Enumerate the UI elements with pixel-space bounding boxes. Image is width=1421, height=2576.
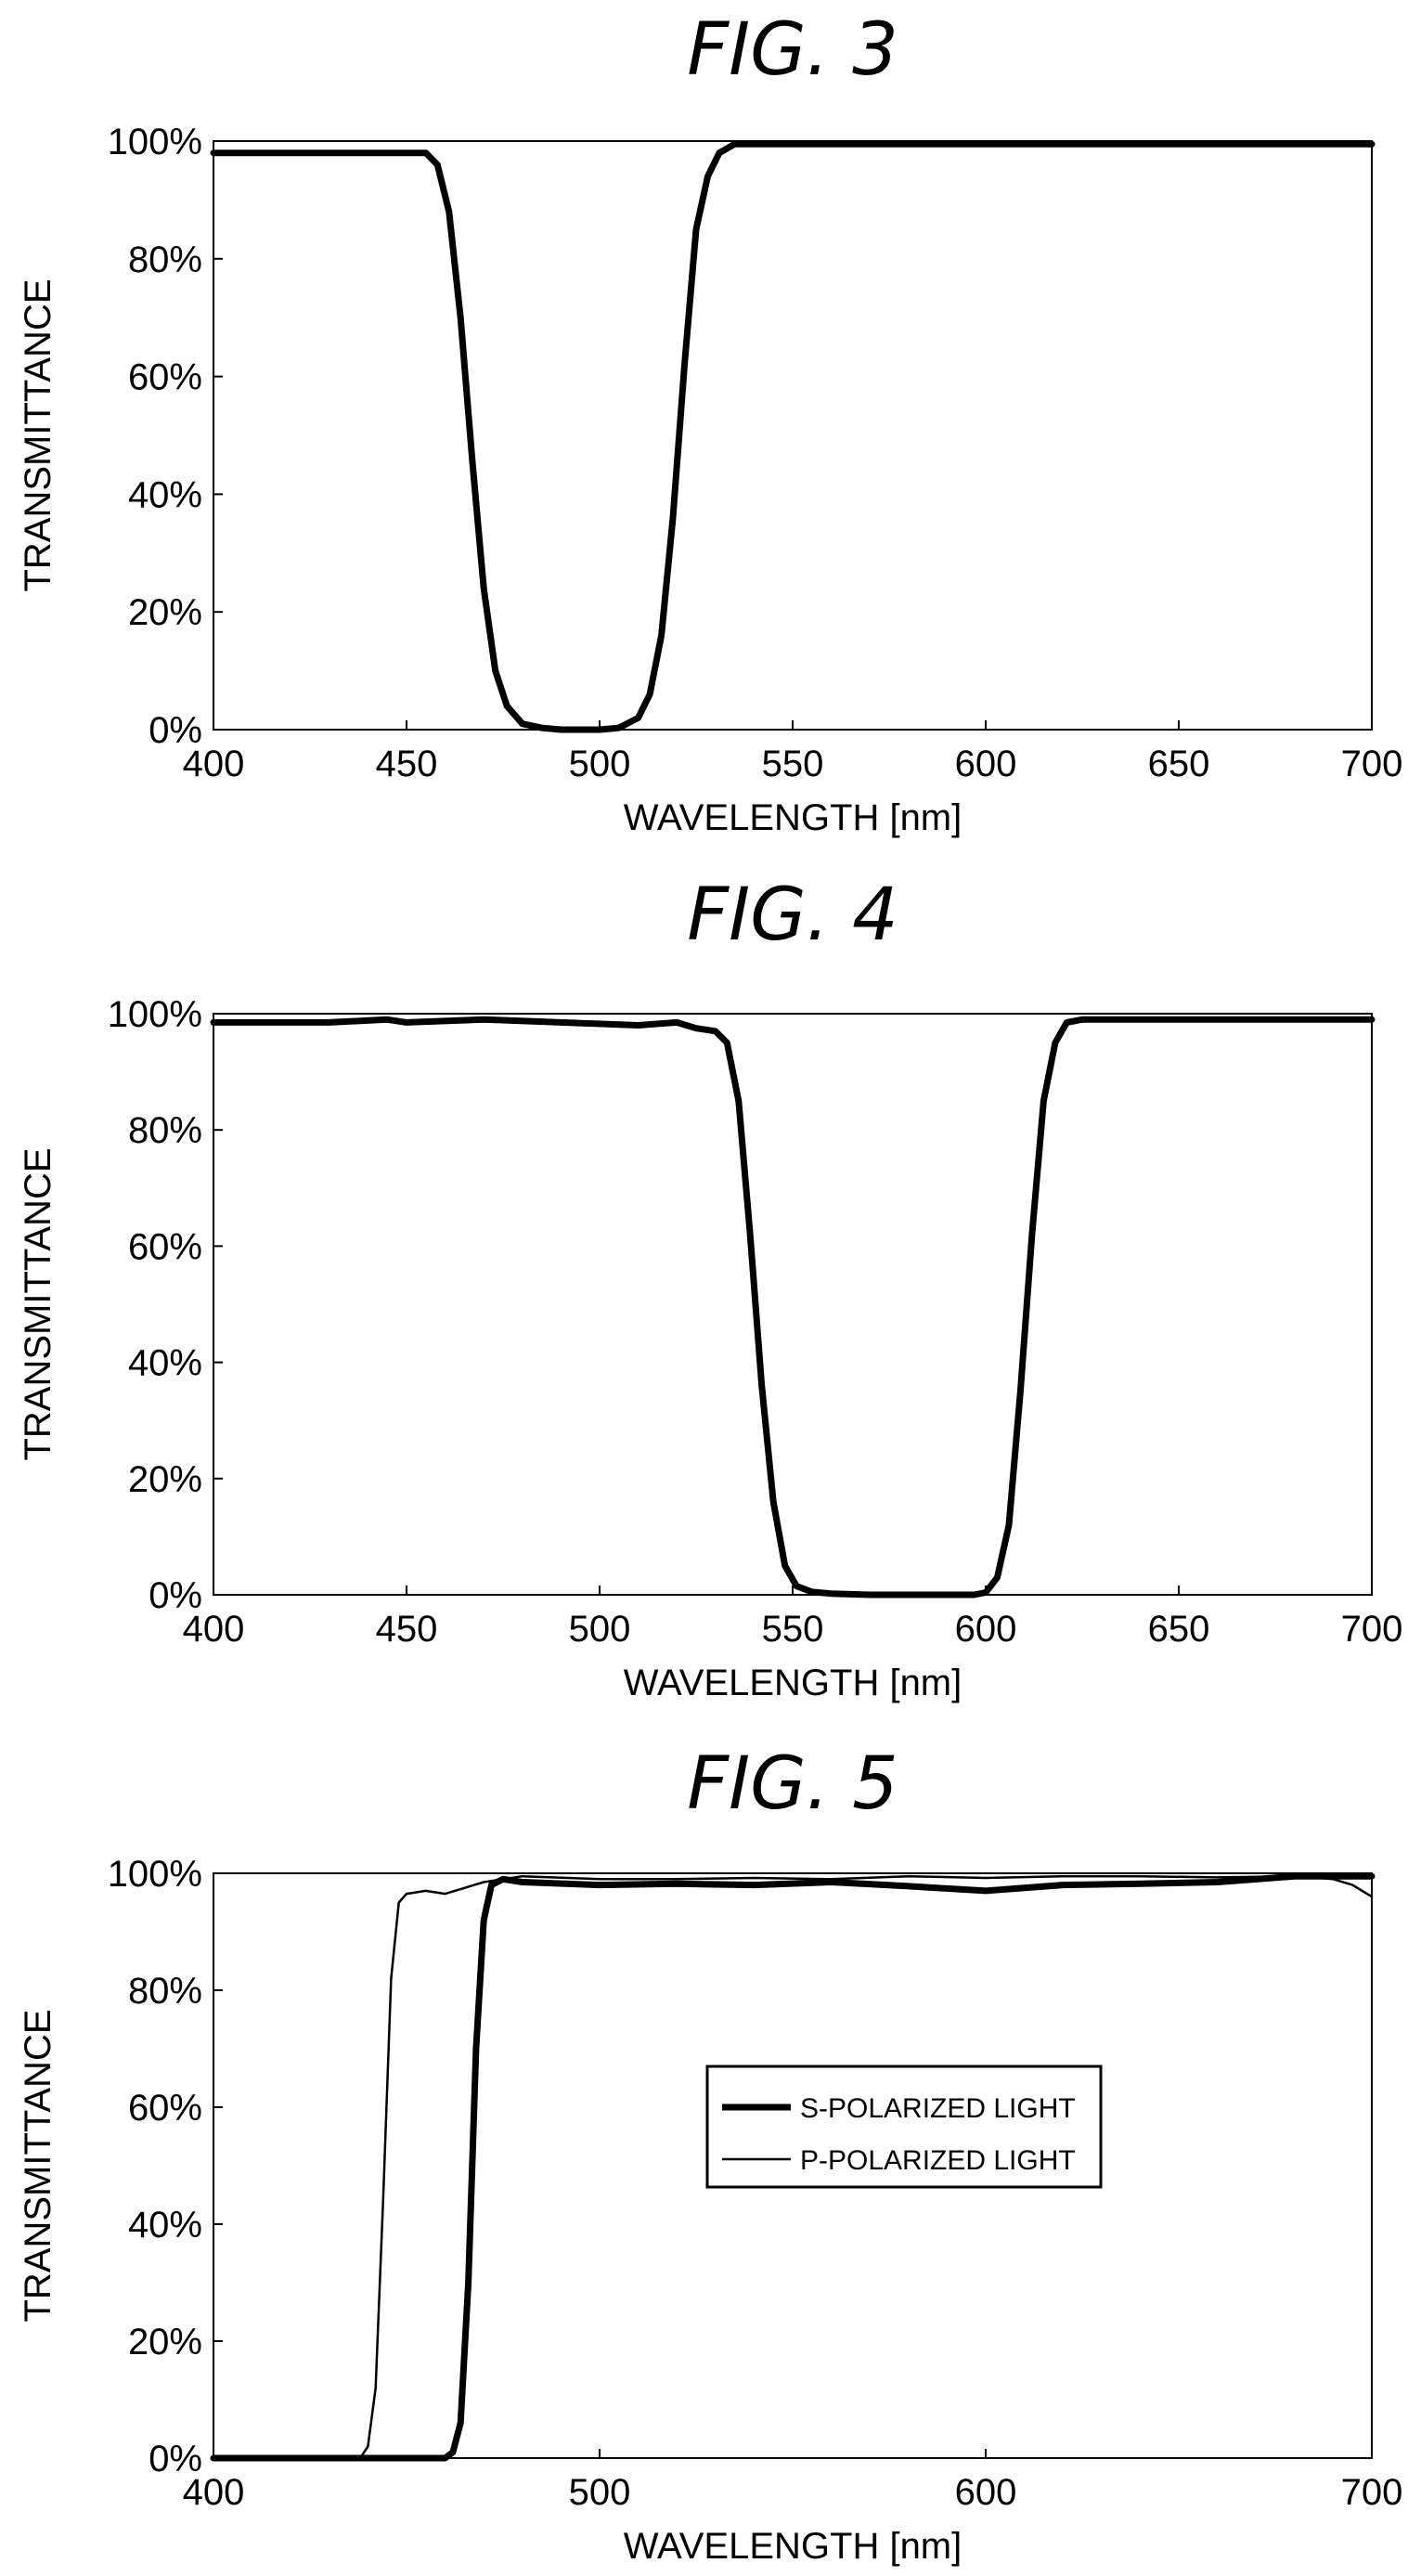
y-tick-label: 0% [149,1575,202,1616]
x-axis-label: WAVELENGTH [nm] [624,797,962,838]
x-tick-label: 500 [569,744,631,784]
y-tick-label: 100% [108,122,202,162]
y-axis-label: TRANSMITTANCE [18,1147,58,1460]
x-axis-label: WAVELENGTH [nm] [624,2526,962,2567]
y-axis-label: TRANSMITTANCE [18,2009,58,2322]
y-tick-label: 0% [149,2439,202,2479]
y-tick-label: 40% [128,1343,202,1384]
y-tick-label: 20% [128,592,202,633]
x-tick-label: 550 [762,744,824,784]
x-tick-label: 450 [376,1609,438,1650]
series-line-1 [210,140,1376,733]
chart-4: FIG. 4 400 450 500 550 600 650 700 0% 20% 40% 60% 80… [18,874,1402,1703]
x-tick-label: 650 [1148,744,1210,784]
chart-5: FIG. 5 400 500 600 700 0% 20% 40% 60% 80% 100% WAVE… [18,1742,1402,2567]
y-tick-label: 60% [128,357,202,398]
series-line-1 [210,1016,1376,1599]
legend-entry-label: S-POLARIZED LIGHT [800,2093,1076,2124]
y-tick-label: 40% [128,2205,202,2246]
x-axis-label: WAVELENGTH [nm] [624,1663,962,1703]
y-tick-label: 80% [128,1971,202,2012]
plot-area-frame [213,1872,1373,2459]
series-line-1 [210,1872,1376,2462]
x-tick-label: 400 [183,1609,245,1650]
x-tick-label: 450 [376,744,438,784]
legend-box [705,2065,1103,2189]
y-tick-label: 80% [128,1110,202,1151]
y-tick-label: 0% [149,710,202,751]
y-tick-label: 100% [108,1854,202,1895]
x-tick-label: 400 [183,2472,245,2513]
chart-title: FIG. 4 [687,874,898,957]
x-tick-label: 600 [955,2472,1017,2513]
chart-title: FIG. 5 [687,1742,898,1826]
legend: S-POLARIZED LIGHT P-POLARIZED LIGHT [705,2065,1103,2189]
x-tick-label: 700 [1341,744,1403,784]
y-tick-label: 20% [128,1459,202,1500]
x-tick-label: 600 [955,1609,1017,1650]
x-tick-label: 700 [1341,2472,1403,2513]
x-tick-label: 500 [569,1609,631,1650]
plot-area-frame [213,140,1373,731]
y-tick-label: 80% [128,239,202,280]
y-tick-label: 60% [128,1226,202,1267]
y-tick-label: 60% [128,2088,202,2129]
x-tick-label: 500 [569,2472,631,2513]
y-tick-label: 40% [128,474,202,515]
y-tick-label: 20% [128,2322,202,2362]
x-tick-label: 400 [183,744,245,784]
x-tick-label: 700 [1341,1609,1403,1650]
plot-area-frame [213,1013,1373,1596]
y-tick-label: 100% [108,994,202,1035]
chart-title: FIG. 3 [687,8,898,92]
legend-entry-label: P-POLARIZED LIGHT [800,2145,1076,2176]
x-tick-label: 650 [1148,1609,1210,1650]
y-axis-label: TRANSMITTANCE [18,278,58,591]
x-tick-label: 600 [955,744,1017,784]
x-tick-label: 550 [762,1609,824,1650]
chart-3: FIG. 3 400 450 500 550 600 650 700 0% 20% 40% 60% 80… [18,8,1402,838]
series-line-2 [212,1874,1374,2460]
